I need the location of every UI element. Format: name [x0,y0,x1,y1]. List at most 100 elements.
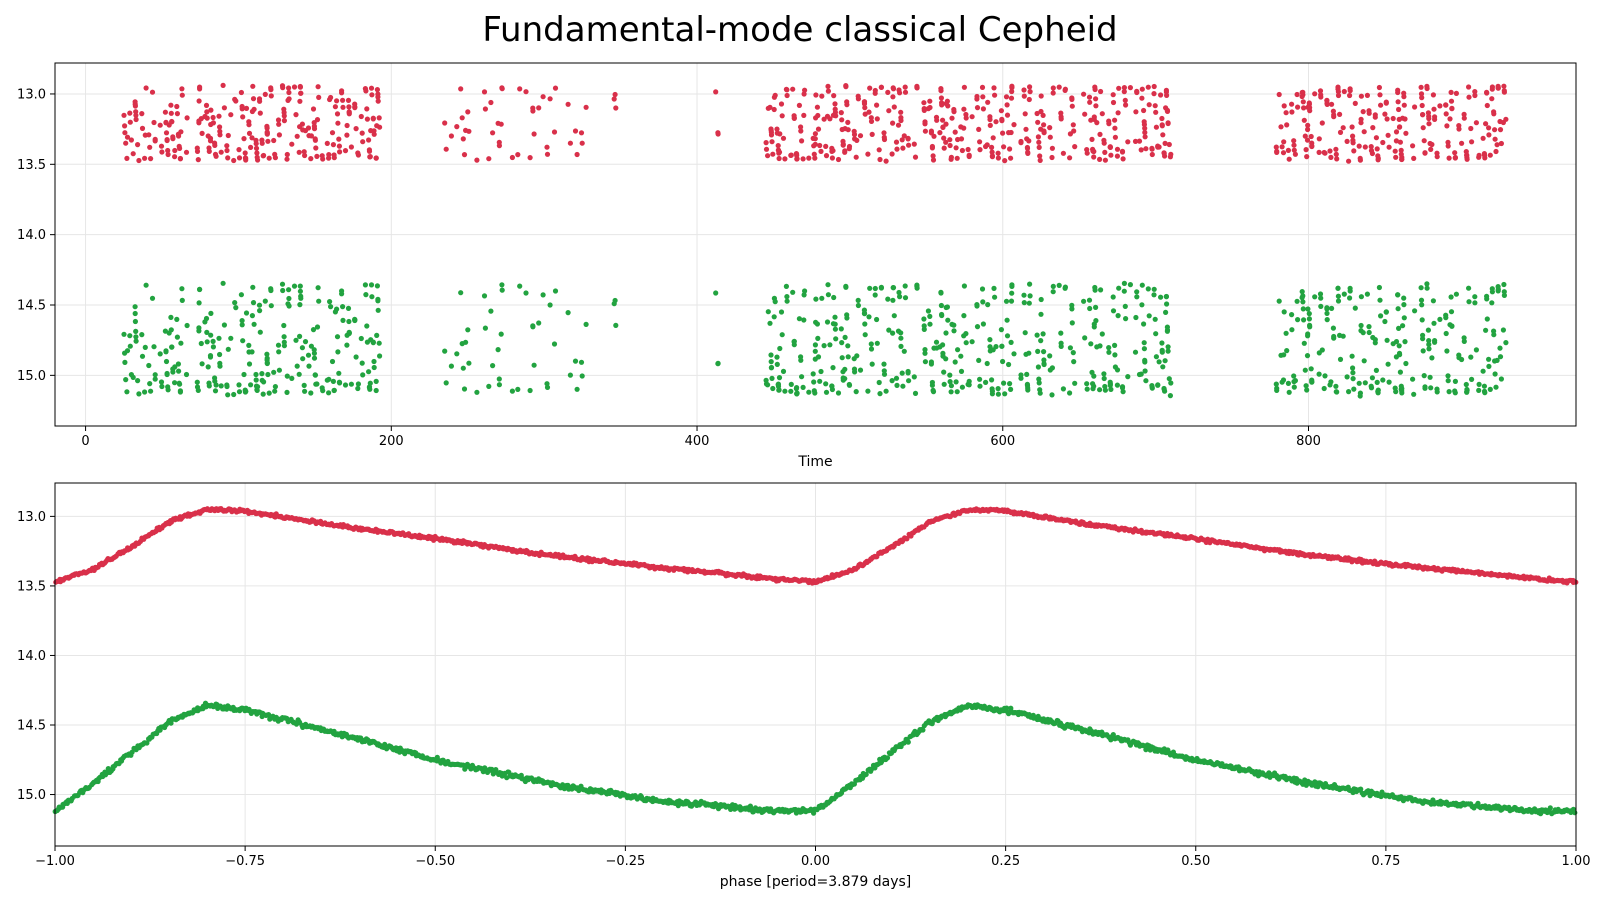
time-point-series-1 [1305,122,1311,128]
time-point-series-1 [1047,125,1053,131]
time-point-series-1 [1034,110,1040,117]
time-point-series-1 [874,116,880,122]
time-point-series-2 [1110,294,1116,300]
time-point-series-2 [1125,374,1131,380]
time-point-series-1 [1398,147,1404,153]
time-point-series-2 [1120,389,1126,395]
time-point-series-1 [490,130,496,136]
time-point-series-2 [1009,290,1015,296]
time-point-series-1 [474,157,480,163]
time-point-series-2 [344,342,350,348]
time-point-series-2 [302,388,308,394]
phase-x-tick-label: −1.00 [35,854,75,869]
time-point-series-2 [1396,343,1402,349]
time-point-series-2 [326,390,332,396]
time-point-series-1 [980,94,986,100]
time-point-series-2 [1472,294,1478,300]
phase-y-tick-label: 14.5 [17,719,46,734]
time-point-series-1 [940,124,946,130]
time-point-series-2 [768,365,775,371]
time-point-series-1 [1333,151,1339,157]
time-point-series-2 [1151,286,1157,292]
time-point-series-2 [1139,302,1145,308]
time-point-series-2 [127,343,133,349]
time-point-series-2 [1001,380,1007,386]
time-point-series-1 [842,126,848,132]
time-point-series-2 [1166,376,1172,382]
time-point-series-1 [1102,157,1108,163]
time-point-series-1 [1040,112,1046,118]
time-point-series-2 [281,334,287,340]
time-x-tick-label: 400 [685,434,710,449]
time-point-series-2 [374,283,380,289]
time-point-series-2 [151,344,157,350]
time-point-series-2 [1141,321,1147,327]
time-point-series-2 [1337,356,1344,362]
time-point-series-1 [254,154,260,160]
time-point-series-2 [983,379,989,385]
time-point-series-1 [1399,156,1405,163]
time-point-series-2 [1426,341,1432,348]
time-point-series-1 [829,155,836,161]
time-point-series-2 [1097,343,1103,349]
time-point-series-1 [174,111,180,117]
time-point-series-1 [900,145,906,151]
time-point-series-2 [1437,316,1443,322]
time-point-series-1 [531,131,537,137]
time-point-series-2 [1412,308,1418,314]
time-point-series-2 [1392,385,1398,391]
time-point-series-1 [218,149,224,155]
time-point-series-2 [1092,284,1098,291]
time-point-series-2 [574,386,580,392]
time-point-series-1 [1022,111,1028,117]
time-point-series-2 [961,333,967,339]
time-point-series-2 [376,340,382,346]
time-point-series-1 [1312,91,1318,97]
time-point-series-1 [1138,147,1144,153]
time-point-series-1 [995,150,1001,156]
time-point-series-1 [1292,151,1298,157]
time-point-series-2 [765,309,771,315]
time-point-series-1 [360,139,366,145]
time-point-series-1 [238,89,244,96]
time-point-series-2 [1316,371,1322,377]
time-point-series-2 [943,330,949,336]
time-point-series-2 [331,387,337,394]
time-point-series-1 [1123,102,1129,108]
time-point-series-2 [371,358,377,365]
time-point-series-1 [1107,144,1113,150]
time-point-series-2 [1466,299,1472,305]
time-point-series-1 [1466,94,1472,100]
time-point-series-1 [165,147,171,154]
time-point-series-1 [1301,117,1307,123]
time-point-series-1 [835,156,842,163]
time-point-series-1 [1127,85,1133,91]
time-point-series-1 [1110,99,1117,106]
time-point-series-2 [1472,300,1478,306]
time-point-series-1 [332,104,338,110]
time-point-series-2 [297,288,303,294]
time-point-series-2 [1159,347,1165,353]
time-point-series-1 [1112,117,1118,123]
time-point-series-2 [1036,376,1042,382]
time-point-series-1 [943,139,949,145]
time-point-series-2 [1143,378,1149,384]
time-point-series-2 [1027,293,1033,299]
time-point-series-2 [914,285,920,291]
time-point-series-1 [801,112,807,118]
time-point-series-1 [989,154,996,160]
time-point-series-1 [1299,89,1305,96]
time-point-series-2 [1114,382,1120,388]
time-point-series-2 [246,342,252,348]
time-point-series-1 [340,97,346,103]
time-point-series-2 [374,332,380,338]
time-point-series-2 [1000,358,1006,365]
time-point-series-2 [496,376,502,382]
time-point-series-2 [1004,317,1010,323]
time-point-series-1 [124,134,131,140]
time-point-series-1 [1035,119,1041,125]
time-point-series-1 [253,137,259,143]
time-point-series-1 [458,86,464,92]
time-point-series-1 [1372,112,1378,118]
time-point-series-2 [866,314,872,320]
